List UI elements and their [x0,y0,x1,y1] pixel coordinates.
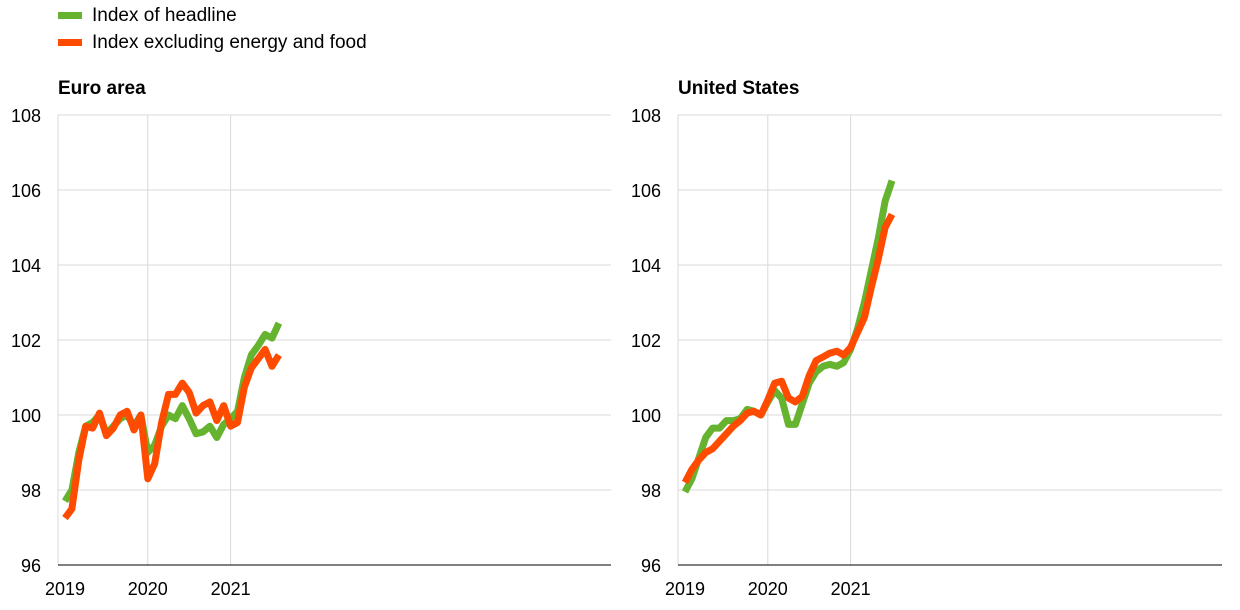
united-states-ytick-label: 104 [631,256,661,276]
united-states-ytick-label: 108 [631,106,661,126]
united-states-xtick-label: 2019 [665,579,705,599]
united-states-title: United States [678,78,800,99]
legend: Index of headline Index excluding energy… [58,2,367,56]
united-states-ytick-label: 100 [631,406,661,426]
euro-area-ytick-label: 102 [11,331,41,351]
legend-item-core: Index excluding energy and food [58,29,367,56]
euro-area-ytick-label: 100 [11,406,41,426]
euro-area-ytick-label: 98 [21,481,41,501]
legend-swatch-headline [58,12,82,19]
euro-area-ytick-label: 96 [21,556,41,576]
united-states-ytick-label: 96 [641,556,661,576]
legend-label-core: Index excluding energy and food [92,31,367,53]
legend-label-headline: Index of headline [92,4,237,26]
united-states-ytick-label: 98 [641,481,661,501]
euro-area-ytick-label: 108 [11,106,41,126]
euro-area-title: Euro area [58,78,146,99]
euro-area-xtick-label: 2020 [128,579,168,599]
united-states-ytick-label: 102 [631,331,661,351]
legend-item-headline: Index of headline [58,2,367,29]
united-states-ytick-label: 106 [631,181,661,201]
united-states-xtick-label: 2021 [831,579,871,599]
euro-area-ytick-label: 106 [11,181,41,201]
united-states-xtick-label: 2020 [748,579,788,599]
euro-area-series-core-line [62,345,282,521]
legend-swatch-core [58,39,82,46]
euro-area-xtick-label: 2019 [45,579,85,599]
euro-area-ytick-label: 104 [11,256,41,276]
united-states-series-core-line [681,212,896,485]
euro-area-xtick-label: 2021 [211,579,251,599]
